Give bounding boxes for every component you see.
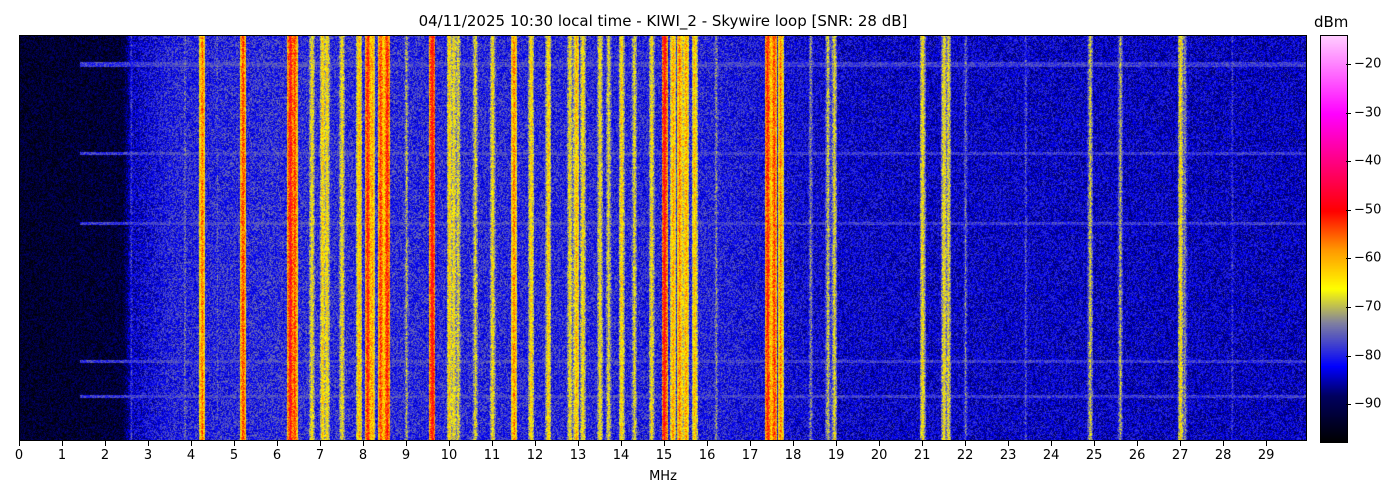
x-tick: [664, 441, 666, 446]
x-tick-label: 7: [315, 448, 325, 463]
colorbar-tick: [1346, 209, 1351, 211]
x-tick-label: 14: [612, 448, 630, 463]
x-tick-label: 20: [870, 448, 888, 463]
x-tick: [879, 441, 881, 446]
x-tick: [191, 441, 193, 446]
colorbar-tick: [1346, 161, 1351, 163]
x-tick: [836, 441, 838, 446]
x-tick: [535, 441, 537, 446]
x-tick-label: 15: [655, 448, 673, 463]
x-tick: [148, 441, 149, 446]
colorbar-tick-label: −30: [1354, 105, 1382, 121]
colorbar-tick-label: −50: [1354, 202, 1382, 218]
x-tick: [621, 441, 623, 446]
x-tick-label: 1: [57, 448, 67, 463]
x-tick: [750, 441, 752, 446]
x-tick-label: 25: [1085, 448, 1103, 463]
colorbar-tick: [1346, 404, 1351, 406]
x-tick-label: 3: [143, 448, 153, 463]
x-tick: [406, 441, 408, 446]
x-tick-label: 21: [913, 448, 931, 463]
x-tick-label: 17: [741, 448, 759, 463]
x-tick-label: 18: [784, 448, 802, 463]
colorbar-tick-label: −70: [1354, 299, 1382, 315]
colorbar-tick-label: −20: [1354, 56, 1382, 72]
x-tick-label: 24: [1042, 448, 1060, 463]
x-tick: [707, 441, 709, 446]
x-tick: [1051, 441, 1053, 446]
x-tick-label: 11: [483, 448, 501, 463]
x-tick: [105, 441, 106, 446]
x-tick: [578, 441, 580, 446]
x-tick: [492, 441, 494, 446]
x-tick-label: 12: [526, 448, 544, 463]
colorbar: [1320, 35, 1348, 443]
x-tick: [922, 441, 924, 446]
x-tick: [1008, 441, 1010, 446]
x-tick-label: 6: [272, 448, 282, 463]
x-tick-label: 22: [956, 448, 974, 463]
x-tick-label: 4: [186, 448, 196, 463]
colorbar-tick-label: −80: [1354, 348, 1382, 364]
x-tick-label: 5: [229, 448, 239, 463]
colorbar-tick: [1346, 112, 1351, 114]
x-tick: [62, 441, 63, 446]
x-tick: [1266, 441, 1268, 446]
waterfall-heatmap: [19, 35, 1307, 441]
colorbar-tick: [1346, 258, 1351, 260]
x-tick: [19, 441, 20, 446]
x-tick-label: 2: [100, 448, 110, 463]
x-tick: [234, 441, 236, 446]
x-tick: [1180, 441, 1182, 446]
colorbar-tick: [1346, 355, 1351, 357]
x-tick: [1137, 441, 1139, 446]
x-tick: [1094, 441, 1096, 446]
x-tick: [793, 441, 795, 446]
colorbar-label: dBm: [1314, 13, 1349, 31]
x-tick-label: 26: [1128, 448, 1146, 463]
x-tick: [965, 441, 967, 446]
x-tick-label: 10: [440, 448, 458, 463]
x-tick-label: 16: [698, 448, 716, 463]
colorbar-tick-label: −40: [1354, 153, 1382, 169]
colorbar-tick: [1346, 64, 1351, 66]
x-tick-label: 9: [401, 448, 411, 463]
colorbar-tick-label: −60: [1354, 250, 1382, 266]
x-tick: [1223, 441, 1225, 446]
x-tick-label: 19: [827, 448, 845, 463]
x-tick: [277, 441, 279, 446]
plot-area-frame: [19, 35, 1307, 441]
x-tick-label: 0: [14, 448, 24, 463]
x-tick-label: 29: [1257, 448, 1275, 463]
x-axis-label: MHz: [649, 469, 677, 484]
x-tick-label: 28: [1214, 448, 1232, 463]
x-tick-label: 23: [999, 448, 1017, 463]
x-tick-label: 13: [569, 448, 587, 463]
chart-title: 04/11/2025 10:30 local time - KIWI_2 - S…: [418, 12, 908, 30]
x-tick-label: 8: [358, 448, 368, 463]
x-tick: [449, 441, 451, 446]
colorbar-tick: [1346, 306, 1351, 308]
x-tick: [320, 441, 322, 446]
colorbar-tick-label: −90: [1354, 396, 1382, 412]
x-tick-label: 27: [1171, 448, 1189, 463]
x-tick: [363, 441, 365, 446]
